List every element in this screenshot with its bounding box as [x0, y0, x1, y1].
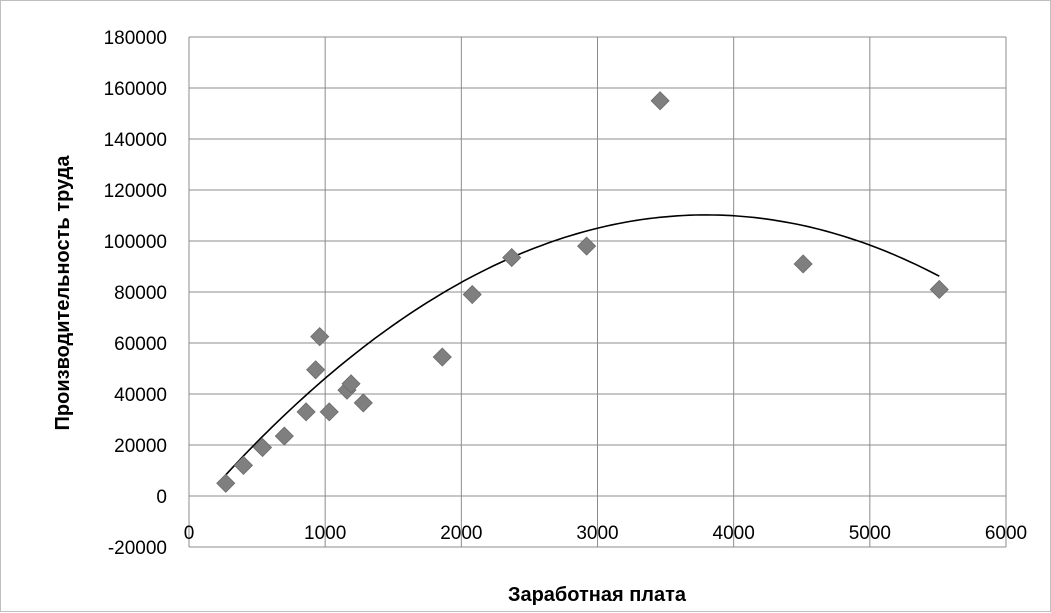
data-point: [353, 393, 373, 413]
y-tick-label: 120000: [104, 181, 167, 202]
y-tick-label: 180000: [104, 28, 167, 49]
trendline: [225, 214, 940, 476]
x-tick-label: 3000: [576, 523, 618, 544]
data-point: [341, 374, 361, 394]
data-point: [252, 437, 273, 458]
data-points: [216, 91, 949, 493]
y-tick-label: 140000: [104, 130, 167, 151]
x-tick-label: 6000: [985, 523, 1027, 544]
tick-labels: 0 1000 2000 3000 4000 5000 6000 -20000 0 20000 400…: [104, 28, 1028, 559]
data-point: [306, 360, 326, 380]
x-tick-label: 4000: [713, 523, 755, 544]
data-point: [310, 327, 330, 347]
y-tick-label: 0: [156, 487, 167, 508]
data-point: [296, 402, 316, 422]
x-tick-label: 5000: [849, 523, 891, 544]
y-tick-label: 20000: [114, 436, 167, 457]
gridlines: [188, 36, 1007, 548]
y-tick-label: 60000: [114, 334, 167, 355]
data-point: [577, 236, 597, 256]
y-tick-label: 40000: [114, 385, 167, 406]
y-tick-label: 80000: [114, 283, 167, 304]
data-point: [319, 402, 339, 422]
data-point: [650, 91, 670, 111]
data-point: [432, 347, 452, 367]
trendline-group: [225, 214, 940, 476]
data-point: [502, 248, 522, 268]
y-tick-label: -20000: [108, 538, 167, 559]
data-point: [233, 455, 254, 475]
data-point: [216, 473, 236, 493]
x-tick-label: 1000: [304, 523, 346, 544]
x-axis-title: Заработная плата: [508, 584, 687, 606]
y-tick-label: 100000: [104, 232, 167, 253]
data-point: [274, 426, 294, 446]
y-axis-title: Производительность труда: [52, 155, 74, 431]
data-point: [929, 279, 949, 300]
y-tick-label: 160000: [104, 79, 167, 100]
data-point: [462, 284, 482, 305]
x-tick-label: 0: [184, 523, 195, 544]
data-point: [793, 254, 813, 274]
x-tick-label: 2000: [440, 523, 482, 544]
